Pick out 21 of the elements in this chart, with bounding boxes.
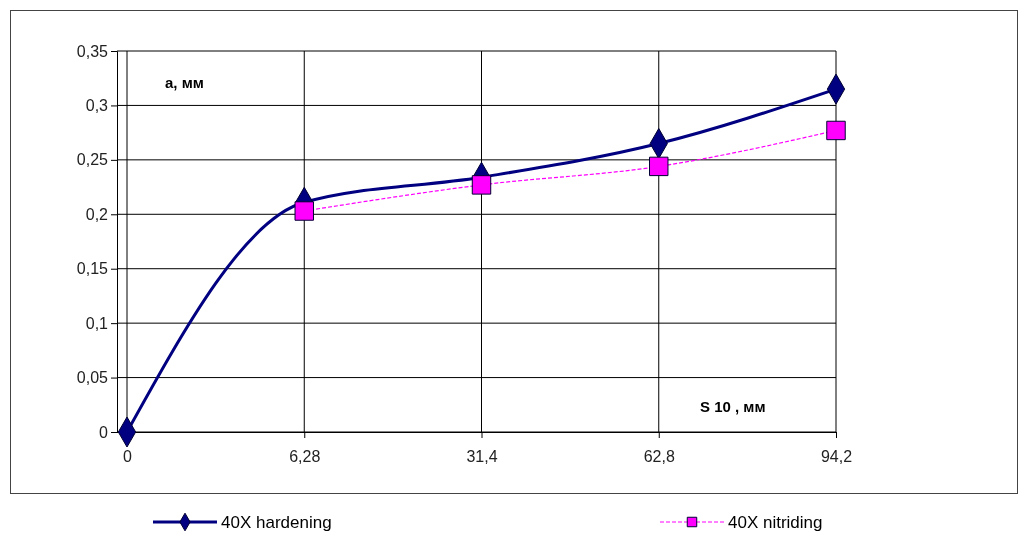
point (649, 156, 669, 177)
y-tick-label: 0,2 (85, 205, 109, 223)
y-axis-title: a, мм (165, 74, 204, 91)
point (294, 201, 314, 221)
x-tick-label: 62,8 (643, 447, 675, 465)
y-tick-label: 0,25 (76, 151, 109, 169)
y-tick-label: 0,35 (76, 42, 109, 60)
x-tick-label: 31,4 (466, 447, 498, 465)
x-tick-label: 94,2 (820, 447, 853, 465)
legend-label: 40X hardening (221, 513, 332, 532)
y-tick-label: 0,3 (85, 97, 109, 115)
x-axis-title: S 10 , мм (700, 398, 766, 415)
x-tick-label: 0 (123, 447, 133, 465)
point (826, 120, 846, 141)
y-tick-label: 0,05 (76, 369, 109, 387)
y-tick-label: 0 (99, 423, 109, 441)
point (471, 175, 492, 195)
x-tick-label: 6,28 (289, 447, 321, 465)
y-tick-label: 0,1 (85, 314, 109, 332)
y-tick-label: 0,15 (76, 260, 109, 278)
legend-label: 40X nitriding (728, 513, 823, 532)
